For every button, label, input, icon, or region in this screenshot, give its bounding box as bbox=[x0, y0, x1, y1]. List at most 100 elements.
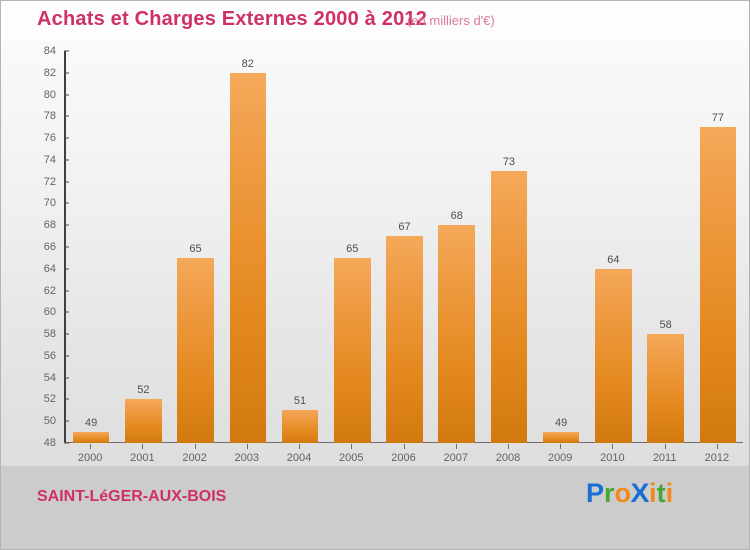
plot-area: 49 52 65 82 51 65 67 68 73 49 64 58 77 bbox=[65, 51, 743, 443]
x-axis-tick-label: 2011 bbox=[652, 452, 677, 464]
logo-letter: r bbox=[604, 478, 615, 508]
y-axis-tick-mark bbox=[64, 159, 69, 161]
bar-value-label: 64 bbox=[607, 253, 620, 266]
bar-column[interactable]: 68 bbox=[438, 210, 475, 443]
page-title: Achats et Charges Externes 2000 à 2012 bbox=[37, 8, 428, 30]
y-axis-tick-mark bbox=[64, 442, 69, 444]
bar[interactable] bbox=[72, 432, 110, 443]
x-axis-tick-mark bbox=[455, 444, 457, 449]
x-axis-tick-mark bbox=[716, 444, 718, 449]
x-axis-tick-label: 2009 bbox=[547, 452, 573, 464]
bar-value-label: 49 bbox=[555, 417, 568, 430]
bar-column[interactable]: 49 bbox=[72, 417, 110, 443]
bar-column[interactable]: 49 bbox=[542, 417, 580, 443]
logo-letter: P bbox=[586, 478, 605, 508]
y-axis-tick-mark bbox=[64, 268, 69, 270]
bar-column[interactable]: 67 bbox=[386, 221, 423, 443]
bar-value-label: 82 bbox=[241, 57, 254, 70]
bar[interactable] bbox=[699, 127, 737, 443]
bar[interactable] bbox=[438, 225, 475, 443]
bar[interactable] bbox=[595, 268, 632, 443]
bar-column[interactable]: 52 bbox=[125, 384, 162, 443]
bar-value-label: 65 bbox=[346, 242, 359, 255]
bar-column[interactable]: 51 bbox=[281, 395, 319, 443]
y-axis-tick-mark bbox=[64, 311, 69, 313]
bar[interactable] bbox=[647, 334, 684, 443]
bar-column[interactable]: 58 bbox=[647, 319, 684, 443]
y-axis-tick-mark bbox=[64, 246, 69, 248]
x-axis-tick-mark bbox=[664, 444, 666, 449]
logo-letter: X bbox=[630, 478, 650, 508]
y-axis-tick-label: 50 bbox=[43, 415, 56, 428]
y-axis-tick-label: 64 bbox=[43, 262, 56, 275]
y-axis-tick-mark bbox=[64, 290, 69, 292]
x-axis-tick-mark bbox=[612, 444, 614, 449]
y-axis-tick-label: 78 bbox=[43, 110, 56, 123]
proxiti-logo[interactable]: ProXiti bbox=[586, 478, 673, 509]
x-axis-tick-label: 2001 bbox=[130, 452, 155, 464]
y-axis-tick-mark bbox=[64, 72, 69, 74]
y-axis-tick-label: 62 bbox=[43, 284, 56, 297]
y-axis-tick-label: 82 bbox=[43, 66, 56, 79]
x-axis-tick-mark bbox=[194, 444, 196, 449]
bar-value-label: 65 bbox=[189, 242, 202, 255]
y-axis-tick-label: 84 bbox=[43, 45, 56, 57]
y-axis-tick-label: 56 bbox=[43, 349, 56, 362]
y-axis-tick-mark bbox=[64, 50, 69, 52]
y-axis-tick-mark bbox=[64, 355, 69, 357]
y-axis-tick-mark bbox=[64, 137, 69, 139]
x-axis-tick-label: 2010 bbox=[600, 452, 625, 464]
bar[interactable] bbox=[125, 399, 162, 443]
x-axis-tick-label: 2012 bbox=[704, 452, 730, 464]
x-axis-tick-mark bbox=[351, 444, 353, 449]
bar-value-label: 67 bbox=[398, 221, 411, 234]
chart-footer: SAINT-LéGER-AUX-BOIS ProXiti bbox=[1, 466, 749, 549]
y-axis-tick-mark bbox=[64, 94, 69, 96]
bar-value-label: 51 bbox=[293, 395, 307, 408]
x-axis-tick-label: 2007 bbox=[443, 452, 468, 464]
y-axis-tick-label: 66 bbox=[43, 241, 56, 253]
x-axis-tick-label: 2008 bbox=[495, 452, 521, 464]
bar[interactable] bbox=[490, 170, 528, 443]
bar[interactable] bbox=[229, 72, 267, 443]
x-axis-tick-mark bbox=[403, 444, 405, 449]
x-axis-tick-label: 2005 bbox=[339, 452, 364, 464]
x-axis-tick-label: 2000 bbox=[77, 452, 103, 464]
bar-column[interactable]: 82 bbox=[229, 58, 267, 443]
y-axis-tick-label: 76 bbox=[43, 132, 56, 145]
logo-letter: o bbox=[614, 478, 632, 508]
x-axis-tick-mark bbox=[90, 444, 92, 449]
y-axis-tick-label: 52 bbox=[43, 393, 56, 406]
bar-column[interactable]: 64 bbox=[595, 254, 632, 443]
x-axis-tick-label: 2002 bbox=[182, 452, 207, 464]
bar[interactable] bbox=[542, 432, 580, 443]
y-axis-tick-label: 80 bbox=[43, 88, 56, 101]
y-axis-tick-mark bbox=[64, 181, 69, 183]
y-axis-tick-mark bbox=[64, 224, 69, 226]
bar-column[interactable]: 65 bbox=[333, 243, 371, 443]
bar[interactable] bbox=[333, 257, 371, 443]
y-axis-tick-label: 68 bbox=[43, 219, 56, 232]
bar-value-label: 52 bbox=[137, 384, 150, 397]
x-axis-tick-label: 2003 bbox=[234, 452, 260, 464]
x-axis-tick-mark bbox=[246, 444, 248, 449]
logo-letter: i bbox=[649, 478, 657, 508]
bar[interactable] bbox=[386, 236, 423, 443]
bar-value-label: 77 bbox=[711, 112, 724, 125]
bar-value-label: 49 bbox=[84, 417, 98, 430]
bar-column[interactable]: 73 bbox=[490, 156, 528, 443]
y-axis-tick-label: 58 bbox=[43, 328, 56, 341]
logo-letter: i bbox=[665, 478, 674, 508]
logo-letter: t bbox=[656, 478, 666, 508]
bar-column[interactable]: 65 bbox=[177, 243, 214, 443]
bar-value-label: 73 bbox=[502, 155, 516, 168]
bar[interactable] bbox=[281, 410, 319, 443]
y-axis-tick-label: 70 bbox=[43, 197, 56, 210]
bar-column[interactable]: 77 bbox=[699, 112, 737, 443]
y-axis-tick-mark bbox=[64, 202, 69, 204]
y-axis-tick-mark bbox=[64, 398, 69, 400]
y-axis-tick-label: 74 bbox=[43, 153, 56, 166]
y-axis-tick-label: 48 bbox=[43, 437, 56, 449]
bar[interactable] bbox=[177, 257, 214, 443]
